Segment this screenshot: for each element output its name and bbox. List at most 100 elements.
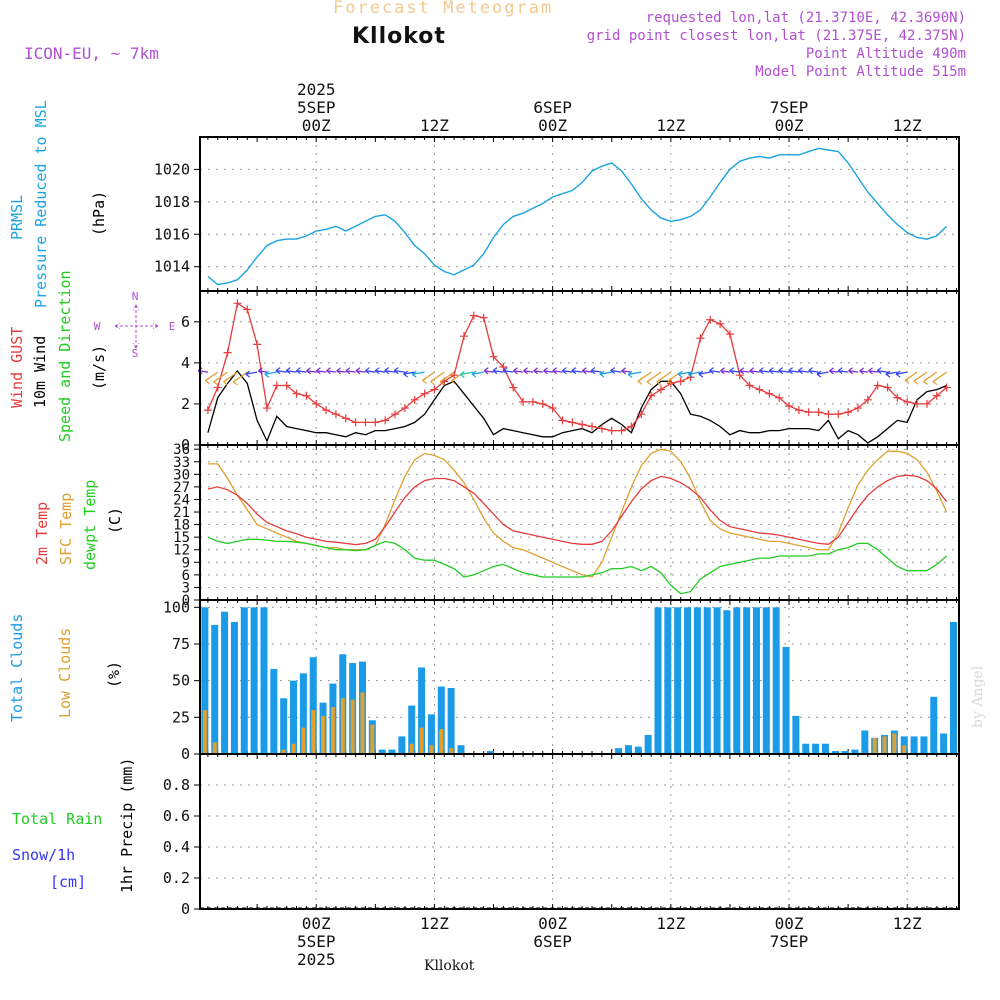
total-cloud-bar xyxy=(752,607,760,754)
wind-arrow xyxy=(678,371,691,375)
total-cloud-bar xyxy=(388,749,396,754)
gust-marker xyxy=(568,418,577,427)
wind-arrow-head xyxy=(316,367,321,375)
gust-marker xyxy=(785,401,794,410)
gust-marker xyxy=(420,389,429,398)
wind-arrow-head xyxy=(384,367,390,375)
wind-arrow-head xyxy=(439,378,445,386)
wind-arrow xyxy=(365,370,376,373)
gust-marker xyxy=(519,397,528,406)
gust-marker xyxy=(932,391,941,400)
total-cloud-bar xyxy=(624,745,632,754)
wind-arrow-head xyxy=(393,367,399,375)
low-cloud-bar xyxy=(360,692,365,754)
gust-marker xyxy=(430,385,439,394)
wind-arrow xyxy=(759,370,770,373)
y-tick-label: 6 xyxy=(182,568,190,584)
total-cloud-bar xyxy=(782,646,790,754)
wind-arrow xyxy=(471,371,484,375)
wind-arrow-head xyxy=(411,370,417,378)
wind-arrow xyxy=(816,371,829,375)
total-cloud-bar xyxy=(733,607,741,754)
wind-speed-line xyxy=(207,370,947,444)
gust-marker xyxy=(597,424,606,433)
wind-arrow xyxy=(394,369,405,373)
wind-arrow-head xyxy=(483,367,489,375)
wind-arrow xyxy=(296,370,307,373)
wind-arrow xyxy=(769,370,780,373)
time-label-bottom: 00Z xyxy=(538,914,567,933)
wind-arrow-head xyxy=(688,370,693,378)
gust-marker xyxy=(883,383,892,392)
gust-marker xyxy=(459,332,468,341)
wind-arrow xyxy=(245,371,258,375)
wind-arrow xyxy=(384,370,396,373)
total-cloud-bar xyxy=(250,607,258,754)
wind-arrow-head xyxy=(513,367,518,375)
time-label-top: 5SEP xyxy=(297,98,336,117)
compass-n: N xyxy=(132,290,139,303)
gust-marker xyxy=(647,391,656,400)
wind-arrow-head xyxy=(788,367,793,375)
wind-arrow xyxy=(412,371,425,375)
time-label-top: 00Z xyxy=(775,116,804,135)
wind-arrow-head xyxy=(275,367,281,375)
wind-arrow-head xyxy=(885,370,891,378)
total-cloud-bar xyxy=(743,607,751,754)
low-cloud-bar xyxy=(350,699,355,754)
gust-marker xyxy=(676,377,685,386)
gust-marker xyxy=(538,399,547,408)
gust-marker xyxy=(686,373,695,382)
wind-arrow xyxy=(720,370,731,373)
wind-arrow xyxy=(503,370,514,373)
wind-arrow xyxy=(885,371,898,375)
gust-marker xyxy=(351,418,360,427)
wind-arrow-head xyxy=(374,367,380,375)
time-label-bottom: 12Z xyxy=(893,914,922,933)
gust-marker xyxy=(469,311,478,320)
y-tick-label: 25 xyxy=(172,708,190,726)
wind-arrow-head xyxy=(502,367,508,375)
wind-arrow xyxy=(739,370,750,373)
model-altitude: Model Point Altitude 515m xyxy=(755,64,966,80)
panel-frame xyxy=(199,753,960,910)
wind-arrow-head xyxy=(837,367,843,375)
gust-marker xyxy=(371,418,380,427)
wind-arrow xyxy=(571,370,583,373)
gust-marker xyxy=(331,410,340,419)
gust-marker xyxy=(716,319,725,328)
total-cloud-bar xyxy=(221,611,229,754)
wind-arrow xyxy=(460,371,474,376)
panel-frame xyxy=(199,290,960,446)
wind-arrow-head xyxy=(829,367,834,375)
time-label-top: 6SEP xyxy=(533,98,572,117)
total-cloud-bar xyxy=(693,607,701,754)
wind-arrow-head xyxy=(581,367,587,375)
total-cloud-bar xyxy=(802,743,810,754)
wind-arrow xyxy=(868,370,878,373)
y-tick-label: 0 xyxy=(182,593,190,609)
wind-arrow-head xyxy=(720,367,725,375)
y-tick-label: 4 xyxy=(181,354,190,372)
gust-marker xyxy=(361,418,370,427)
y-tick-label: 50 xyxy=(172,672,190,690)
total-cloud-bar xyxy=(713,607,721,754)
time-label-top: 00Z xyxy=(302,116,331,135)
wind-arrow xyxy=(286,370,297,373)
gust-marker xyxy=(922,399,931,408)
gust-marker xyxy=(637,410,646,419)
low-cloud-bar xyxy=(311,710,316,754)
compass-s: S xyxy=(132,347,139,360)
wind-arrow xyxy=(264,371,277,375)
wind-arrow xyxy=(838,370,849,373)
total-cloud-bar xyxy=(615,748,623,754)
y-tick-label: 1018 xyxy=(154,193,190,211)
wind-arrow-head xyxy=(646,378,652,386)
low-cloud-bar xyxy=(301,727,306,754)
total-cloud-bar xyxy=(398,736,406,754)
wind-arrow xyxy=(543,370,553,373)
wind-arrow-head xyxy=(749,367,755,375)
y-tick-label: 0 xyxy=(181,436,190,454)
gust-marker xyxy=(558,416,567,425)
total-cloud-bar xyxy=(280,698,288,754)
